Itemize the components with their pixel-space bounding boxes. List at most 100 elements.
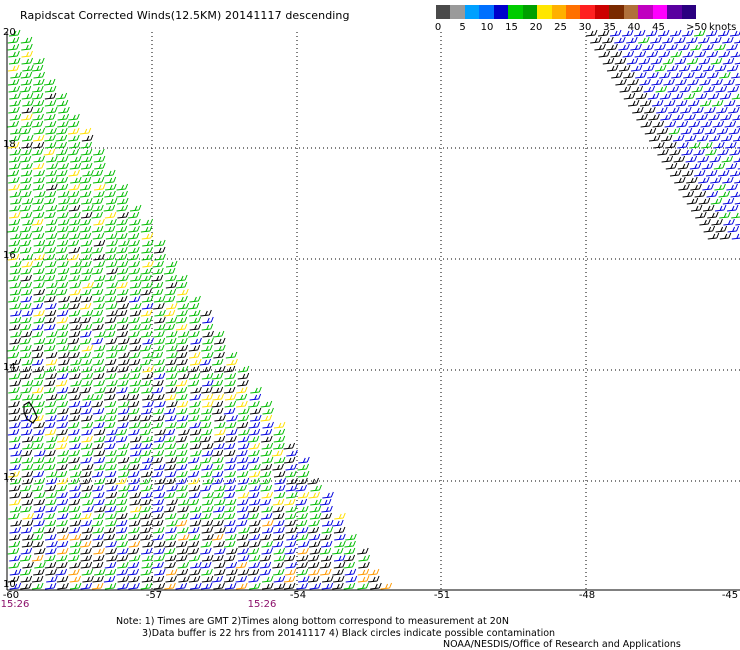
wind-barb [658, 50, 671, 58]
wind-barb [44, 400, 57, 408]
wind-barb [9, 505, 22, 513]
wind-barb [273, 491, 286, 499]
wind-barb [152, 533, 165, 541]
wind-barb [701, 162, 714, 170]
legend-swatch [464, 5, 480, 19]
wind-barb [166, 498, 178, 506]
wind-barb [93, 190, 105, 198]
wind-barb [237, 379, 249, 387]
island-outline [23, 401, 38, 424]
wind-barb [105, 456, 117, 464]
wind-barb [91, 470, 104, 478]
wind-barb [706, 50, 719, 58]
wind-barb [69, 393, 81, 401]
wind-barb [212, 330, 225, 338]
wind-barb [357, 575, 370, 583]
wind-barb [660, 113, 672, 121]
wind-barb [693, 148, 705, 156]
wind-barb [249, 526, 261, 534]
wind-barb [68, 505, 81, 513]
wind-barb [43, 344, 56, 352]
wind-barb [731, 93, 740, 100]
wind-barb [142, 540, 154, 548]
wind-barb [140, 484, 153, 492]
wind-barb [695, 211, 707, 219]
wind-barb [21, 253, 34, 261]
wind-barb [618, 43, 630, 51]
wind-barb [237, 435, 250, 443]
wind-barb [116, 232, 128, 240]
wind-barb [285, 561, 297, 569]
wind-barb [273, 484, 286, 492]
wind-barb [223, 540, 236, 548]
wind-barb [117, 421, 129, 429]
wind-barb [719, 92, 732, 100]
wind-barb [106, 554, 118, 562]
wind-barb [238, 407, 250, 415]
wind-barb [272, 498, 285, 506]
wind-barb [56, 316, 69, 324]
wind-barb [33, 421, 45, 429]
wind-barb [177, 302, 190, 310]
wind-barb [129, 379, 142, 387]
wind-barb [296, 582, 308, 590]
wind-barb [105, 491, 118, 499]
wind-barb [200, 547, 212, 555]
wind-barb [189, 358, 202, 366]
wind-barb [638, 36, 650, 44]
wind-barb [46, 106, 58, 114]
wind-barb [262, 407, 274, 415]
wind-barb [235, 519, 248, 527]
wind-barb [80, 533, 92, 541]
wind-barb [665, 162, 678, 170]
wind-barb [707, 71, 719, 79]
wind-barb [104, 372, 117, 380]
wind-barb [115, 526, 128, 534]
wind-barb [165, 358, 177, 366]
wind-barb [67, 554, 80, 562]
wind-barb [226, 358, 238, 366]
wind-barb [200, 428, 213, 436]
wind-barb [20, 582, 32, 590]
wind-barb [332, 568, 344, 576]
wind-barb [695, 71, 707, 79]
wind-barb [165, 274, 177, 282]
wind-barb [177, 526, 189, 534]
wind-barb [19, 554, 32, 562]
wind-barb [153, 246, 166, 254]
wind-barb [45, 302, 57, 310]
wind-barb [719, 71, 731, 79]
wind-barb [707, 211, 719, 219]
wind-barb [176, 344, 189, 352]
wind-barb [116, 183, 128, 191]
wind-barb [725, 162, 738, 170]
wind-barb [247, 435, 260, 443]
wind-barb [248, 470, 261, 478]
wind-barb [106, 239, 118, 247]
wind-barb [104, 211, 117, 219]
wind-barb [177, 288, 189, 296]
wind-barb [727, 85, 740, 93]
wind-barb [651, 99, 664, 107]
wind-barb [199, 484, 212, 492]
wind-barb [46, 330, 58, 338]
wind-barb [214, 414, 226, 422]
wind-barb [22, 218, 34, 226]
wind-barb [250, 386, 262, 394]
wind-barb [165, 414, 177, 422]
wind-barb [67, 120, 80, 128]
wind-barb [115, 344, 128, 352]
wind-barb [31, 64, 44, 72]
wind-barb [334, 540, 346, 548]
wind-barb [201, 344, 213, 352]
wind-barb [9, 302, 21, 310]
wind-barb [33, 288, 45, 296]
wind-barb [116, 316, 129, 324]
wind-barb [129, 288, 142, 296]
wind-barb [237, 372, 250, 380]
wind-barb [247, 505, 260, 513]
wind-barb [648, 134, 661, 142]
wind-barb [248, 421, 261, 429]
wind-barb [21, 106, 34, 114]
wind-barb [164, 463, 176, 471]
